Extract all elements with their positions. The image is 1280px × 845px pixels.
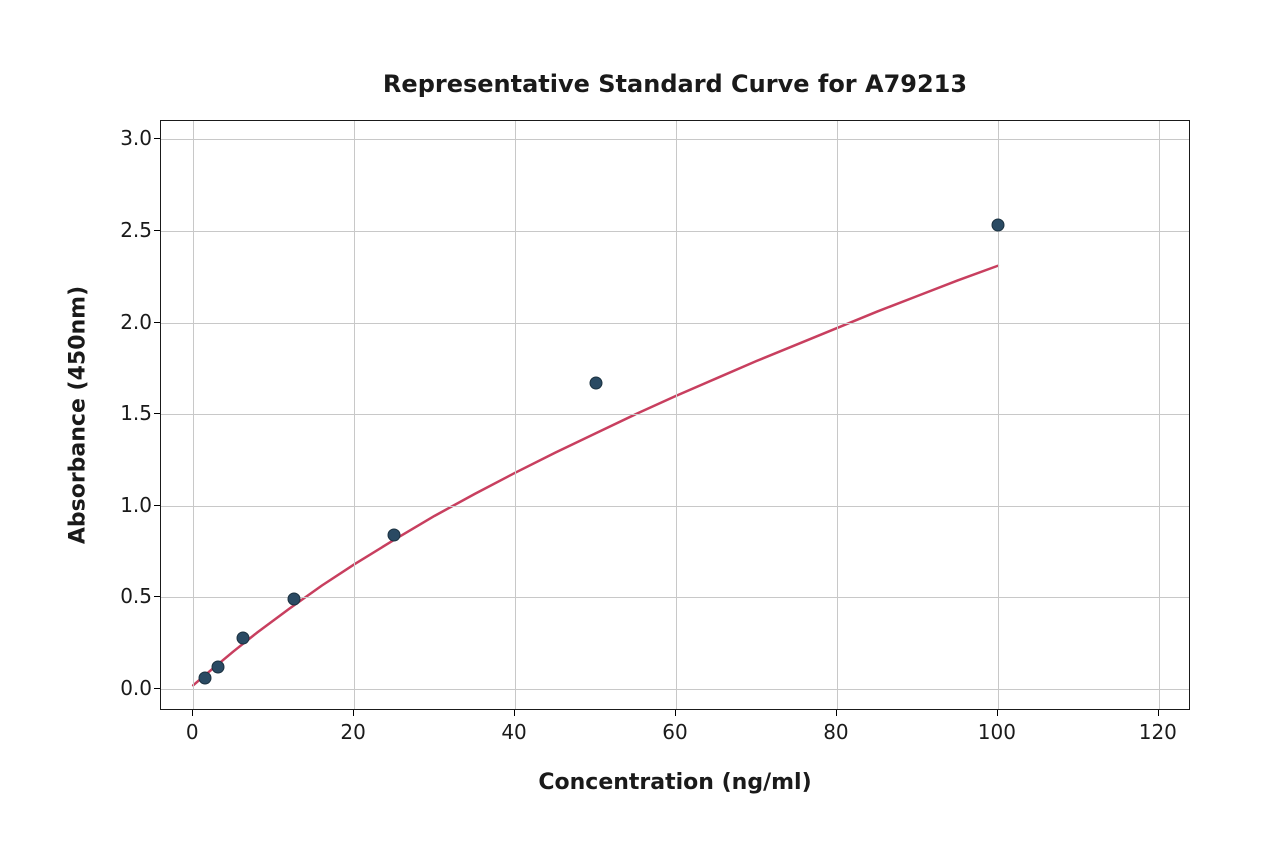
y-tick-label: 3.0 — [112, 126, 152, 150]
gridline-horizontal — [161, 597, 1189, 598]
x-tick-label: 20 — [340, 720, 365, 744]
y-tick-label: 2.0 — [112, 310, 152, 334]
x-tick — [1158, 710, 1159, 716]
y-tick — [154, 688, 160, 689]
data-point — [991, 219, 1004, 232]
y-tick — [154, 138, 160, 139]
chart-figure: Representative Standard Curve for A79213… — [0, 0, 1280, 845]
y-tick-label: 1.5 — [112, 401, 152, 425]
x-tick-label: 60 — [662, 720, 687, 744]
x-tick — [836, 710, 837, 716]
y-tick-label: 1.0 — [112, 493, 152, 517]
x-tick-label: 40 — [501, 720, 526, 744]
data-point — [212, 661, 225, 674]
data-point — [388, 529, 401, 542]
gridline-horizontal — [161, 506, 1189, 507]
x-tick — [192, 710, 193, 716]
data-point — [199, 672, 212, 685]
y-tick — [154, 230, 160, 231]
y-tick — [154, 505, 160, 506]
chart-title: Representative Standard Curve for A79213 — [383, 70, 967, 98]
x-tick — [353, 710, 354, 716]
x-tick-label: 100 — [978, 720, 1016, 744]
x-axis-label: Concentration (ng/ml) — [538, 770, 811, 795]
gridline-horizontal — [161, 323, 1189, 324]
gridline-horizontal — [161, 231, 1189, 232]
gridline-horizontal — [161, 414, 1189, 415]
x-tick-label: 80 — [823, 720, 848, 744]
gridline-horizontal — [161, 689, 1189, 690]
y-tick — [154, 413, 160, 414]
y-axis-label: Absorbance (450nm) — [66, 286, 91, 544]
data-point — [237, 631, 250, 644]
y-tick — [154, 596, 160, 597]
x-tick — [514, 710, 515, 716]
x-tick-label: 0 — [186, 720, 199, 744]
y-tick — [154, 322, 160, 323]
plot-area — [160, 120, 1190, 710]
data-point — [589, 377, 602, 390]
y-tick-label: 0.5 — [112, 584, 152, 608]
y-tick-label: 2.5 — [112, 218, 152, 242]
x-tick — [675, 710, 676, 716]
gridline-horizontal — [161, 139, 1189, 140]
y-tick-label: 0.0 — [112, 676, 152, 700]
x-tick — [997, 710, 998, 716]
x-tick-label: 120 — [1139, 720, 1177, 744]
data-point — [287, 593, 300, 606]
curve-path — [193, 266, 998, 686]
